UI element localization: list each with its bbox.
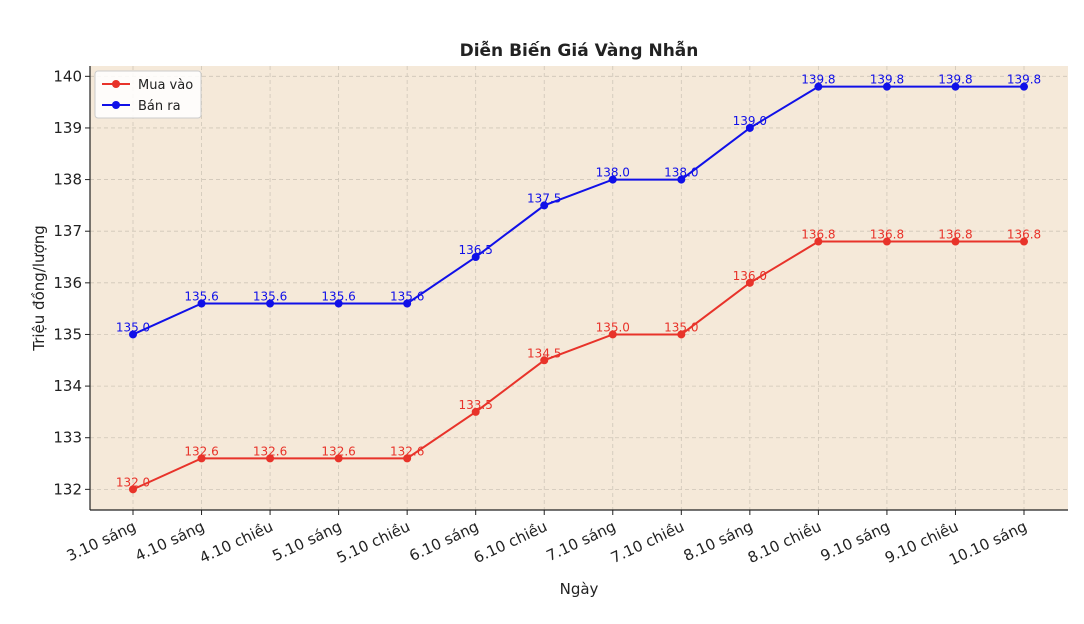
plot-area	[90, 66, 1068, 510]
legend-marker-ban-ra	[112, 101, 120, 109]
chart-title: Diễn Biến Giá Vàng Nhẫn	[460, 39, 699, 61]
data-label-mua-vao: 136.8	[1007, 228, 1041, 242]
data-label-mua-vao: 132.6	[184, 444, 218, 458]
data-point-mua-vao	[266, 454, 275, 463]
data-label-ban-ra: 139.8	[801, 73, 835, 87]
data-point-mua-vao	[882, 237, 891, 246]
data-point-ban-ra	[403, 299, 412, 308]
x-tick-label: 5.10 sáng	[269, 517, 344, 565]
data-point-mua-vao	[334, 454, 343, 463]
data-label-mua-vao: 132.0	[116, 475, 150, 489]
data-point-mua-vao	[403, 454, 412, 463]
series-line-mua-vao	[132, 240, 1024, 491]
y-tick-label: 136	[53, 274, 82, 292]
y-tick-label: 137	[53, 222, 82, 240]
data-label-mua-vao: 136.8	[870, 228, 904, 242]
data-point-ban-ra	[197, 299, 206, 308]
data-label-mua-vao: 132.6	[390, 444, 424, 458]
legend-label-mua-vao: Mua vào	[138, 78, 193, 93]
data-label-ban-ra: 135.6	[253, 289, 287, 303]
data-label-ban-ra: 138.0	[664, 166, 698, 180]
data-label-ban-ra: 135.6	[321, 289, 355, 303]
data-label-ban-ra: 135.0	[116, 320, 150, 334]
data-point-ban-ra	[1020, 82, 1028, 91]
data-label-ban-ra: 138.0	[596, 166, 630, 180]
data-label-ban-ra: 139.0	[733, 114, 767, 128]
data-point-mua-vao	[471, 407, 480, 416]
x-tick-label: 9.10 sáng	[818, 517, 893, 565]
data-point-mua-vao	[745, 278, 754, 287]
y-tick-label: 138	[53, 171, 82, 189]
data-point-mua-vao	[197, 454, 206, 463]
x-tick-label: 8.10 chiều	[745, 517, 824, 567]
y-axis-label: Triệu đồng/lượng	[30, 225, 48, 351]
data-point-ban-ra	[608, 175, 617, 184]
data-point-mua-vao	[540, 356, 549, 365]
data-label-ban-ra: 139.8	[870, 73, 904, 87]
data-label-mua-vao: 136.8	[801, 228, 835, 242]
data-point-mua-vao	[608, 330, 617, 339]
data-point-ban-ra	[129, 330, 137, 339]
series-layer	[129, 82, 1028, 494]
data-label-ban-ra: 136.5	[459, 243, 493, 257]
data-label-mua-vao: 136.0	[733, 269, 767, 283]
data-label-ban-ra: 135.6	[390, 289, 424, 303]
data-point-mua-vao	[951, 237, 960, 246]
x-axis-label: Ngày	[560, 580, 599, 598]
grid-lines	[90, 66, 1068, 510]
data-label-mua-vao: 134.5	[527, 346, 561, 360]
x-tick-label: 4.10 chiều	[197, 517, 276, 567]
y-tick-label: 140	[53, 67, 82, 85]
data-labels: 132.0 132.6 132.6 132.6 132.6 133.5 134.5 135.0…	[116, 73, 1041, 490]
legend-marker-mua-vao	[112, 80, 120, 88]
data-point-ban-ra	[951, 82, 960, 91]
data-label-mua-vao: 132.6	[321, 444, 355, 458]
series-line-ban-ra	[132, 85, 1024, 336]
data-label-mua-vao: 135.0	[664, 320, 698, 334]
data-point-mua-vao	[129, 485, 137, 494]
data-label-ban-ra: 139.8	[938, 73, 972, 87]
data-label-mua-vao: 132.6	[253, 444, 287, 458]
data-point-ban-ra	[814, 82, 823, 91]
data-point-ban-ra	[334, 299, 343, 308]
legend-box	[94, 70, 202, 119]
x-tick-label: 4.10 sáng	[132, 517, 207, 565]
data-label-mua-vao: 135.0	[596, 320, 630, 334]
y-tick-label: 133	[53, 429, 82, 447]
x-tick-label: 10.10 sáng	[946, 517, 1030, 569]
data-point-ban-ra	[471, 253, 480, 262]
data-point-ban-ra	[882, 82, 891, 91]
legend: Mua vào Bán ra	[94, 70, 202, 119]
y-tick-label: 139	[53, 119, 82, 137]
x-tick-label: 5.10 chiều	[334, 517, 413, 567]
data-label-mua-vao: 133.5	[459, 398, 493, 412]
x-tick-label: 3.10 sáng	[64, 517, 139, 565]
data-label-ban-ra: 137.5	[527, 191, 561, 205]
y-tick-label: 132	[53, 480, 82, 498]
data-point-ban-ra	[677, 175, 686, 184]
data-point-ban-ra	[745, 123, 754, 132]
x-tick-label: 8.10 sáng	[681, 517, 756, 565]
y-tick-label: 135	[53, 325, 82, 343]
data-point-mua-vao	[814, 237, 823, 246]
x-tick-label: 6.10 chiều	[471, 517, 550, 567]
data-point-ban-ra	[540, 201, 549, 210]
data-point-mua-vao	[677, 330, 686, 339]
x-tick-label: 6.10 sáng	[407, 517, 482, 565]
x-tick-label: 7.10 sáng	[544, 517, 619, 565]
data-point-ban-ra	[266, 299, 275, 308]
data-label-ban-ra: 139.8	[1007, 73, 1041, 87]
data-label-mua-vao: 136.8	[938, 228, 972, 242]
data-label-ban-ra: 135.6	[184, 289, 218, 303]
x-tick-label: 7.10 chiều	[608, 517, 687, 567]
y-tick-label: 134	[53, 377, 82, 395]
legend-label-ban-ra: Bán ra	[138, 99, 181, 114]
data-point-mua-vao	[1020, 237, 1028, 246]
